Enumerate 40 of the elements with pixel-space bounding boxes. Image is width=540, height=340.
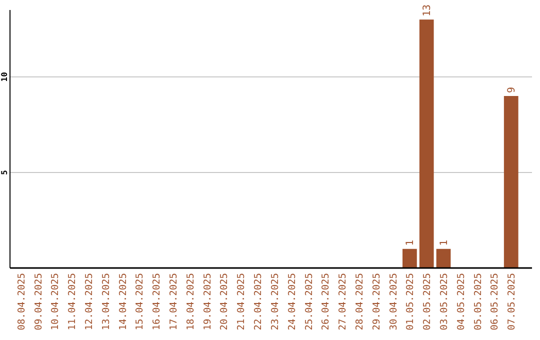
x-tick-label: 18.04.2025 [185,273,196,330]
x-tick-label: 14.04.2025 [118,273,129,330]
x-tick-label: 15.04.2025 [134,273,146,330]
x-tick-label: 01.05.2025 [405,273,416,330]
data-label: 1 [439,240,450,246]
x-tick-label: 04.05.2025 [456,273,467,330]
data-label: 1 [405,240,416,246]
x-tick-label: 20.04.2025 [219,273,230,330]
x-tick-label: 10.04.2025 [50,273,62,330]
x-tick-label: 03.05.2025 [439,273,450,330]
bar [419,20,434,268]
x-tick-label: 06.05.2025 [490,273,501,330]
x-tick-label: 24.04.2025 [286,273,298,330]
x-tick-label: 13.04.2025 [100,273,112,330]
bar [504,96,518,268]
x-tick-label: 08.04.2025 [16,273,28,330]
x-tick-label: 05.05.2025 [472,273,484,330]
data-label: 9 [506,86,518,93]
x-tick-label: 29.04.2025 [371,273,382,330]
x-tick-label: 19.04.2025 [202,273,214,330]
x-tick-label: 16.04.2025 [152,273,163,330]
y-tick-label: 5 [0,170,9,175]
bar [436,248,451,268]
x-tick-label: 25.04.2025 [304,273,315,330]
x-tick-label: 26.04.2025 [320,273,332,330]
x-tick-label: 22.04.2025 [253,273,264,330]
x-tick-label: 23.04.2025 [270,273,281,330]
x-tick-label: 30.04.2025 [388,273,400,330]
x-tick-label: 27.04.2025 [338,273,349,330]
x-tick-label: 11.04.2025 [67,273,78,330]
bar [402,248,417,268]
data-label: 13 [422,4,434,17]
x-tick-label: 07.05.2025 [506,273,518,330]
x-tick-label: 02.05.2025 [422,273,434,330]
y-tick-label: 10 [0,72,9,82]
x-tick-label: 28.04.2025 [354,273,366,330]
x-tick-label: 12.04.2025 [84,273,95,330]
x-tick-label: 09.04.2025 [33,273,44,330]
x-tick-label: 17.04.2025 [168,273,180,330]
x-tick-label: 21.04.2025 [236,273,248,330]
